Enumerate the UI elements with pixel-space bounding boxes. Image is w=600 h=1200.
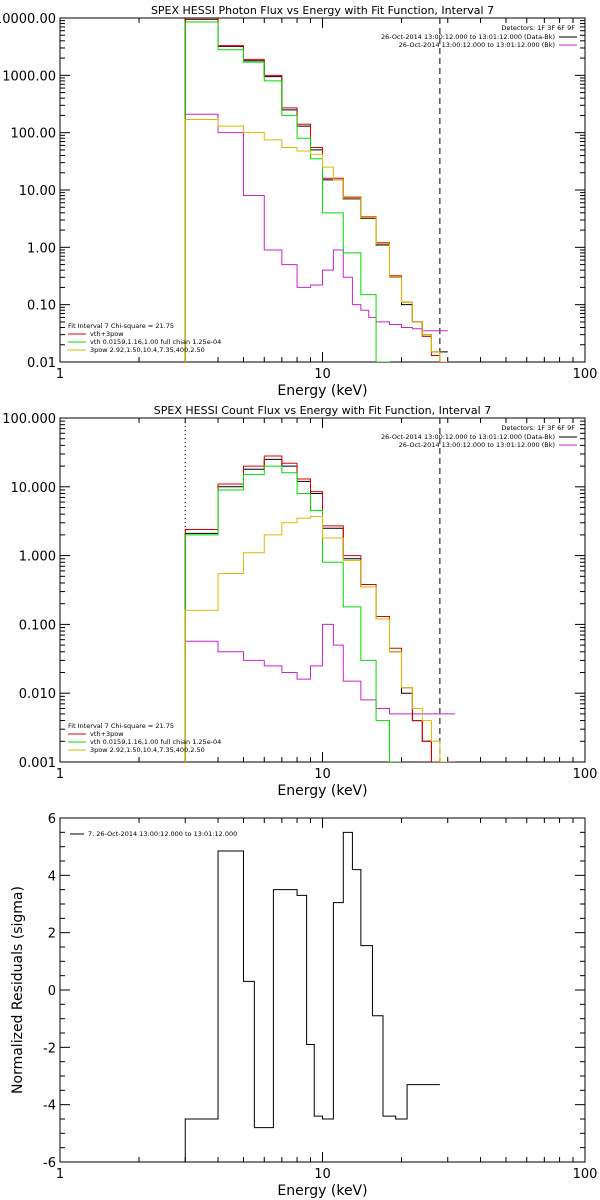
x-tick-label: 100 [573, 767, 598, 782]
y-tick-label: 4 [48, 869, 56, 884]
y-tick-label: 0.01 [27, 356, 56, 371]
series-residuals [184, 831, 440, 1162]
y-tick-label: -2 [43, 1041, 56, 1056]
chart-3: 1 10 100 -6 -4 -2 0 2 4 6 Energy (keV) Normalized R… [10, 812, 597, 1199]
series-3pow [184, 118, 448, 362]
y-tick-label: 10000.00 [0, 12, 56, 27]
y-axis-label: Normalized Residuals (sigma) [10, 886, 26, 1094]
legend-entry-label: 3pow 2.92,1.50,10.4,7.35,400,2.50 [90, 746, 205, 754]
series-data-bk [184, 18, 448, 362]
legend-detectors: Detectors: 1F 3F 6F 9F [501, 24, 575, 32]
y-tick-label: 10.00 [19, 184, 56, 199]
x-tick-label: 10 [314, 367, 331, 382]
legend-entry-label: 26-Oct-2014 13:00:12.000 to 13:01:12.000… [381, 33, 555, 41]
y-tick-label: 2 [48, 927, 56, 942]
legend-entry-label: 3pow 2.92,1.50,10.4,7.35,400,2.50 [90, 346, 205, 354]
x-axis-label: Energy (keV) [277, 1183, 367, 1199]
y-tick-label: 0 [48, 984, 56, 999]
y-tick-label: 0.001 [19, 756, 56, 771]
legend-entry-label: 7. 26-Oct-2014 13:00:12.000 to 13:01:12.… [88, 830, 237, 838]
legend-entry-label: vth 0.0159,1.16,1.00 full chian 1.25e-04 [90, 338, 221, 346]
x-tick-label: 100 [573, 367, 598, 382]
y-tick-label: -4 [43, 1099, 56, 1114]
y-tick-label: 0.010 [19, 687, 56, 702]
legend-entry-label: 26-Oct-2014 13:00:12.000 to 13:01:12.000… [399, 441, 555, 449]
x-axis-label: Energy (keV) [277, 783, 367, 799]
legend-fit-header: Fit Interval 7 Chi-square = 21.75 [68, 722, 174, 730]
series-group [184, 455, 456, 762]
x-tick-label: 1 [56, 767, 64, 782]
y-tick-label: 10.000 [11, 481, 57, 496]
y-tick-label: 100.00 [11, 127, 57, 142]
series-vth [184, 465, 403, 762]
legend-entry-label: 26-Oct-2014 13:00:12.000 to 13:01:12.000… [381, 433, 555, 441]
series-data-bk [184, 458, 456, 762]
x-tick-label: 10 [314, 1167, 331, 1182]
legend-entry-label: vth 0.0159,1.16,1.00 full chian 1.25e-04 [90, 738, 221, 746]
y-tick-label: 1.000 [19, 550, 56, 565]
series-group [184, 831, 440, 1162]
plot-frame [59, 417, 586, 763]
y-tick-label: 100.000 [2, 412, 56, 427]
series-vth-3pow [184, 455, 456, 762]
y-tick-label: 0.100 [19, 618, 56, 633]
y-tick-label: -6 [43, 1156, 56, 1171]
series-bk [184, 113, 448, 362]
series-vth [184, 21, 391, 362]
chart-1: SPEX HESSI Photon Flux vs Energy with Fi… [0, 4, 597, 399]
series-3pow [184, 516, 449, 762]
series-bk [184, 623, 456, 762]
chart-title: SPEX HESSI Photon Flux vs Energy with Fi… [151, 4, 494, 17]
x-tick-label: 100 [573, 1167, 598, 1182]
legend-entry-label: vth+3pow [90, 330, 124, 338]
legend-fit-header: Fit Interval 7 Chi-square = 21.75 [68, 322, 174, 330]
legend-entry-label: 26-Oct-2014 13:00:12.000 to 13:01:12.000… [399, 41, 555, 49]
chart-title: SPEX HESSI Count Flux vs Energy with Fit… [154, 404, 491, 417]
chart-2: SPEX HESSI Count Flux vs Energy with Fit… [2, 404, 597, 799]
y-tick-label: 0.10 [27, 299, 56, 314]
x-tick-label: 1 [56, 367, 64, 382]
y-tick-label: 6 [48, 812, 56, 827]
series-vth-3pow [184, 18, 448, 362]
x-tick-label: 10 [314, 767, 331, 782]
plot-frame [59, 817, 586, 1163]
y-tick-label: 1.00 [27, 241, 56, 256]
y-tick-label: 1000.00 [2, 69, 56, 84]
series-group [184, 18, 448, 362]
legend-entry-label: vth+3pow [90, 730, 124, 738]
x-tick-label: 1 [56, 1167, 64, 1182]
x-axis-label: Energy (keV) [277, 383, 367, 399]
legend-detectors: Detectors: 1F 3F 6F 9F [501, 424, 575, 432]
